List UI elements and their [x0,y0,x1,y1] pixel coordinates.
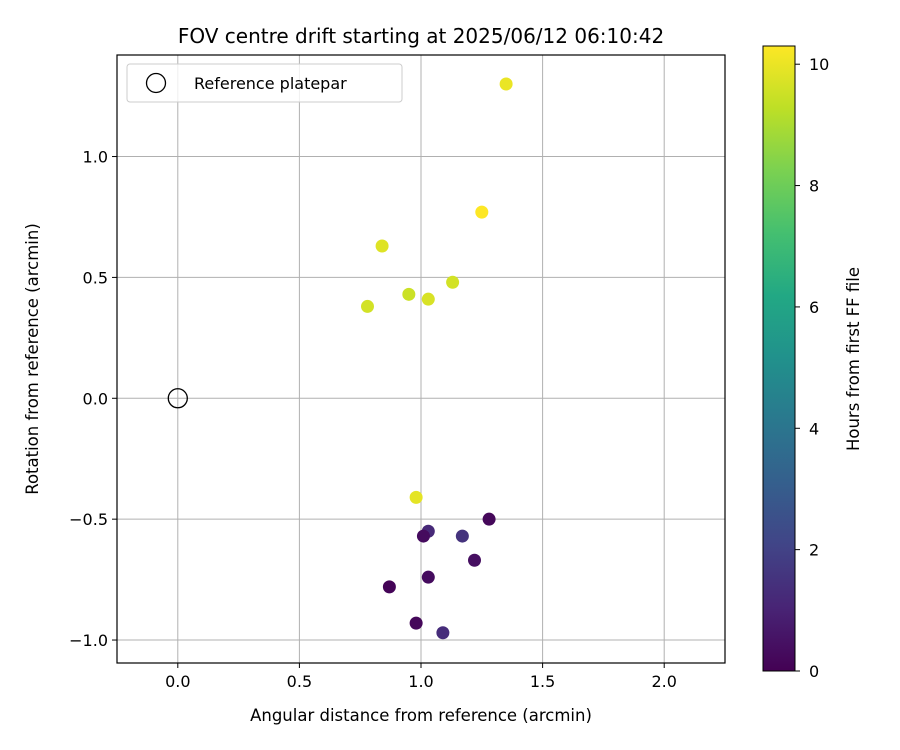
legend-entry: Reference platepar [194,74,347,93]
legend-box [126,63,403,103]
colorbar-tick-label: 6 [809,298,819,317]
data-point [468,553,482,567]
data-point [402,287,416,301]
x-axis-label: Angular distance from reference (arcmin) [250,706,592,725]
data-point [499,77,513,91]
data-point [475,205,489,219]
x-tick-label: 0.5 [287,672,312,691]
y-tick-label: 0.5 [83,268,108,287]
data-point [455,529,469,543]
legend-marker [145,72,167,94]
colorbar-tick-label: 8 [809,177,819,196]
data-point [421,292,435,306]
x-tick-label: 1.5 [530,672,555,691]
colorbar-tick-label: 4 [809,419,819,438]
data-point [446,275,460,289]
data-point [482,512,496,526]
colorbar-tick-label: 0 [809,662,819,681]
y-tick-label: 0.0 [83,389,108,408]
data-point [382,580,396,594]
y-tick-label: −0.5 [69,510,108,529]
y-tick-label: −1.0 [69,631,108,650]
y-axis-label: Rotation from reference (arcmin) [23,223,42,495]
x-tick-label: 1.0 [408,672,433,691]
colorbar-label: Hours from first FF file [844,267,863,451]
data-point [375,239,389,253]
colorbar: 0 2 4 6 8 10 Hours from first FF file [762,45,863,681]
colorbar-tick-label: 2 [809,541,819,560]
data-point [436,626,450,640]
y-axis-ticks: −1.0 −0.5 0.0 0.5 1.0 [69,148,117,650]
colorbar-gradient [762,45,796,672]
y-tick-label: 1.0 [83,148,108,167]
legend: Reference platepar [126,63,403,103]
data-point [409,616,423,630]
x-tick-label: 2.0 [651,672,676,691]
x-axis-ticks: 0.0 0.5 1.0 1.5 2.0 [165,663,677,691]
grid-lines [117,55,725,663]
chart-title: FOV centre drift starting at 2025/06/12 … [178,24,664,48]
data-points [167,77,513,640]
data-point [416,529,430,543]
colorbar-tick-label: 10 [809,55,829,74]
colorbar-ticks: 0 2 4 6 8 10 [795,55,829,681]
data-point [360,299,374,313]
data-point [421,570,435,584]
x-tick-label: 0.0 [165,672,190,691]
data-point [409,490,423,504]
reference-point-marker [167,388,188,409]
